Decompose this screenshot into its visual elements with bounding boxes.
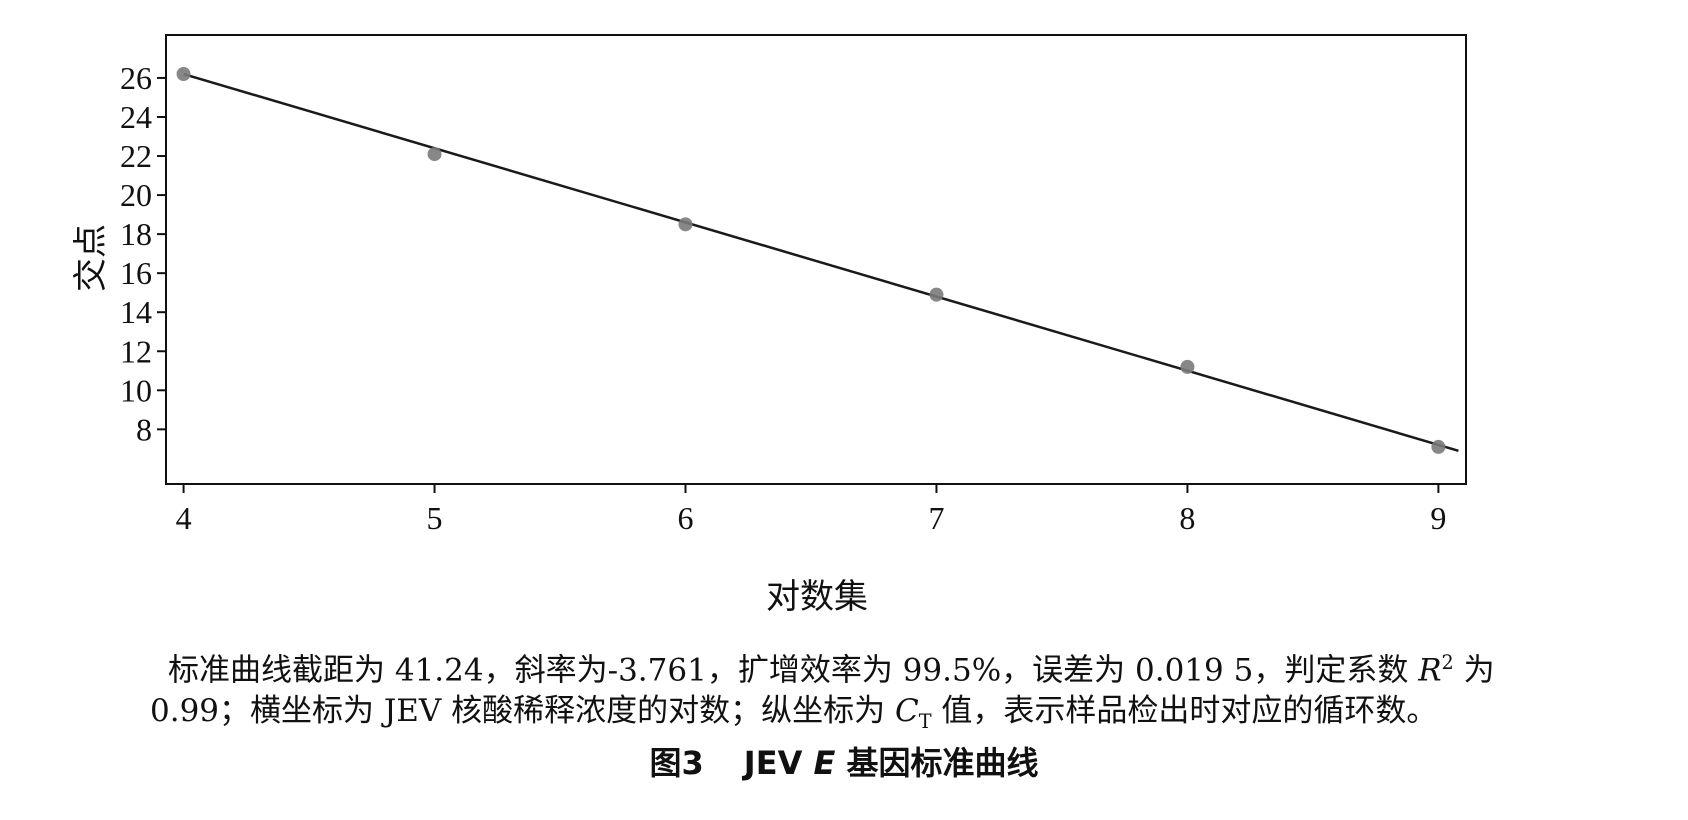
caption-r-superscript: 2 (1441, 651, 1454, 674)
data-point (1180, 359, 1195, 374)
figure-title-text: JEV (743, 744, 814, 782)
data-point (929, 287, 944, 302)
caption-line-2: 0.99；横坐标为 JEV 核酸稀释浓度的对数；纵坐标为 CT 值，表示样品检出… (150, 688, 1590, 745)
figure-title-gene: E (813, 744, 836, 782)
y-tick-label: 14 (120, 294, 152, 330)
y-tick-label: 16 (120, 255, 152, 291)
caption-ct-subscript: T (918, 710, 932, 734)
data-point (678, 217, 693, 232)
plot-frame (165, 34, 1467, 485)
y-tick-label: 18 (120, 216, 152, 252)
figure-title: 图3 JEV E 基因标准曲线 (0, 738, 1688, 784)
y-tick-label: 8 (136, 411, 152, 447)
caption-text: 标准曲线截距为 41.24，斜率为-3.761，扩增效率为 99.5%，误差为 … (168, 652, 1419, 689)
x-tick-label: 7 (928, 500, 944, 536)
y-axis-title: 交点 (71, 224, 111, 292)
x-tick-label: 9 (1430, 500, 1446, 536)
fit-line (183, 72, 1459, 453)
caption-line-1: 标准曲线截距为 41.24，斜率为-3.761，扩增效率为 99.5%，误差为 … (168, 640, 1608, 693)
y-tick-label: 10 (120, 372, 152, 408)
data-point (176, 67, 191, 82)
caption-text: 值，表示样品检出时对应的循环数。 (931, 693, 1438, 729)
y-tick-label: 20 (120, 177, 152, 213)
caption-r-symbol: R (1418, 652, 1442, 689)
x-tick-label: 5 (427, 500, 443, 536)
data-point (1431, 439, 1446, 454)
y-tick-label: 26 (120, 60, 152, 96)
caption-ct-symbol: C (895, 693, 919, 729)
y-tick-label: 22 (120, 138, 152, 174)
caption-text: 0.99；横坐标为 JEV 核酸稀释浓度的对数；纵坐标为 (150, 693, 896, 729)
figure-title-text: 基因标准曲线 (835, 744, 1039, 782)
y-tick-label: 12 (120, 333, 152, 369)
figure-number: 图3 (649, 744, 704, 782)
y-tick-label: 24 (120, 99, 152, 135)
data-point (427, 147, 442, 162)
x-tick-label: 6 (677, 500, 693, 536)
x-axis-title: 对数集 (766, 577, 868, 617)
caption-text: 为 (1453, 652, 1495, 689)
x-tick-label: 4 (176, 500, 192, 536)
x-tick-label: 8 (1179, 500, 1195, 536)
